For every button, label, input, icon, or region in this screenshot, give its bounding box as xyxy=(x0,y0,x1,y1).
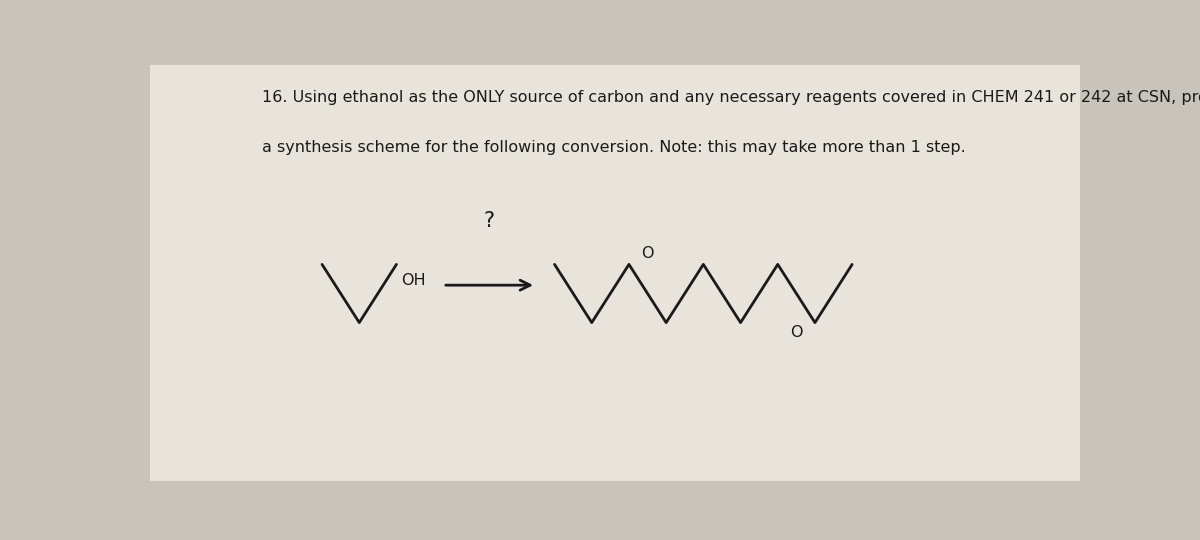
Text: O: O xyxy=(790,326,803,341)
FancyBboxPatch shape xyxy=(150,65,1080,481)
Polygon shape xyxy=(150,65,1080,481)
Text: a synthesis scheme for the following conversion. Note: this may take more than 1: a synthesis scheme for the following con… xyxy=(262,140,965,154)
Text: OH: OH xyxy=(401,273,426,288)
Text: O: O xyxy=(641,246,654,261)
Text: ?: ? xyxy=(484,211,496,231)
Text: 16. Using ethanol as the ONLY source of carbon and any necessary reagents covere: 16. Using ethanol as the ONLY source of … xyxy=(262,90,1200,105)
